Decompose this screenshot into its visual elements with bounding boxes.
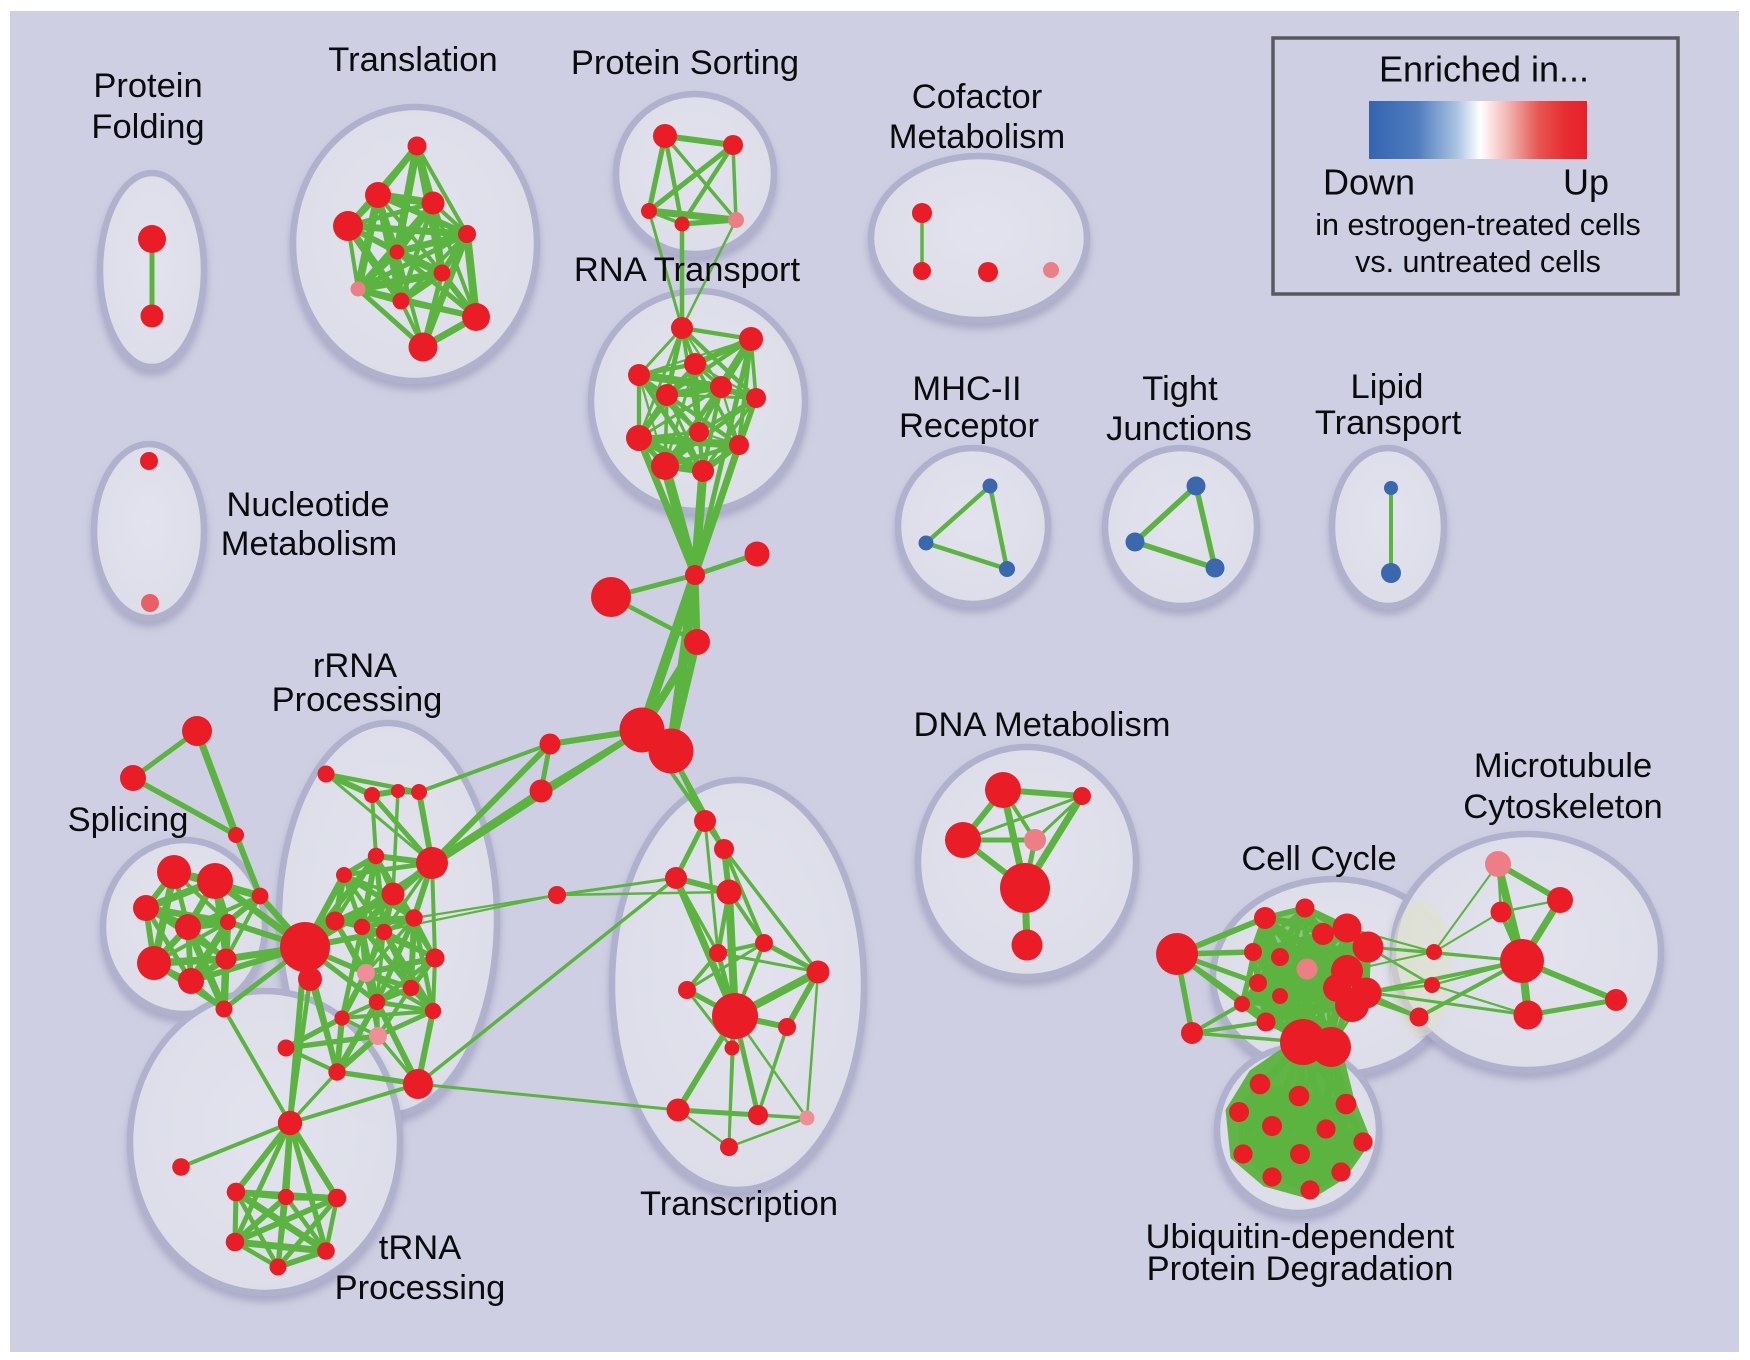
svg-text:rRNA: rRNA: [313, 647, 397, 685]
svg-text:DNA Metabolism: DNA Metabolism: [914, 706, 1171, 744]
svg-text:Enriched in...: Enriched in...: [1379, 49, 1589, 90]
svg-text:Tight: Tight: [1142, 370, 1218, 408]
svg-text:Nucleotide: Nucleotide: [226, 486, 389, 524]
svg-text:Cofactor: Cofactor: [912, 78, 1042, 116]
svg-text:Splicing: Splicing: [68, 801, 189, 839]
svg-text:Folding: Folding: [91, 108, 204, 146]
svg-text:Transcription: Transcription: [640, 1185, 838, 1223]
svg-text:Protein: Protein: [93, 67, 202, 105]
svg-text:Metabolism: Metabolism: [889, 118, 1065, 156]
svg-text:in estrogen-treated cells: in estrogen-treated cells: [1315, 208, 1641, 242]
svg-text:Cytoskeleton: Cytoskeleton: [1463, 788, 1662, 826]
svg-text:Processing: Processing: [335, 1269, 506, 1307]
svg-text:Processing: Processing: [272, 681, 443, 719]
svg-text:Down: Down: [1323, 162, 1415, 203]
svg-text:Translation: Translation: [328, 41, 497, 79]
svg-text:Up: Up: [1563, 162, 1609, 203]
svg-text:Receptor: Receptor: [899, 407, 1039, 445]
svg-text:MHC-II: MHC-II: [912, 370, 1021, 408]
svg-text:Protein Sorting: Protein Sorting: [571, 44, 799, 82]
svg-text:Microtubule: Microtubule: [1474, 747, 1652, 785]
svg-text:Lipid: Lipid: [1351, 368, 1424, 406]
svg-text:tRNA: tRNA: [379, 1229, 461, 1267]
svg-text:Metabolism: Metabolism: [221, 525, 397, 563]
svg-text:Transport: Transport: [1315, 404, 1462, 442]
svg-text:RNA Transport: RNA Transport: [574, 251, 801, 289]
svg-text:vs. untreated cells: vs. untreated cells: [1355, 245, 1601, 279]
svg-text:Protein Degradation: Protein Degradation: [1147, 1250, 1454, 1288]
svg-text:Ubiquitin-dependent: Ubiquitin-dependent: [1146, 1218, 1455, 1256]
svg-text:Cell Cycle: Cell Cycle: [1241, 840, 1396, 878]
svg-text:Junctions: Junctions: [1106, 410, 1252, 448]
